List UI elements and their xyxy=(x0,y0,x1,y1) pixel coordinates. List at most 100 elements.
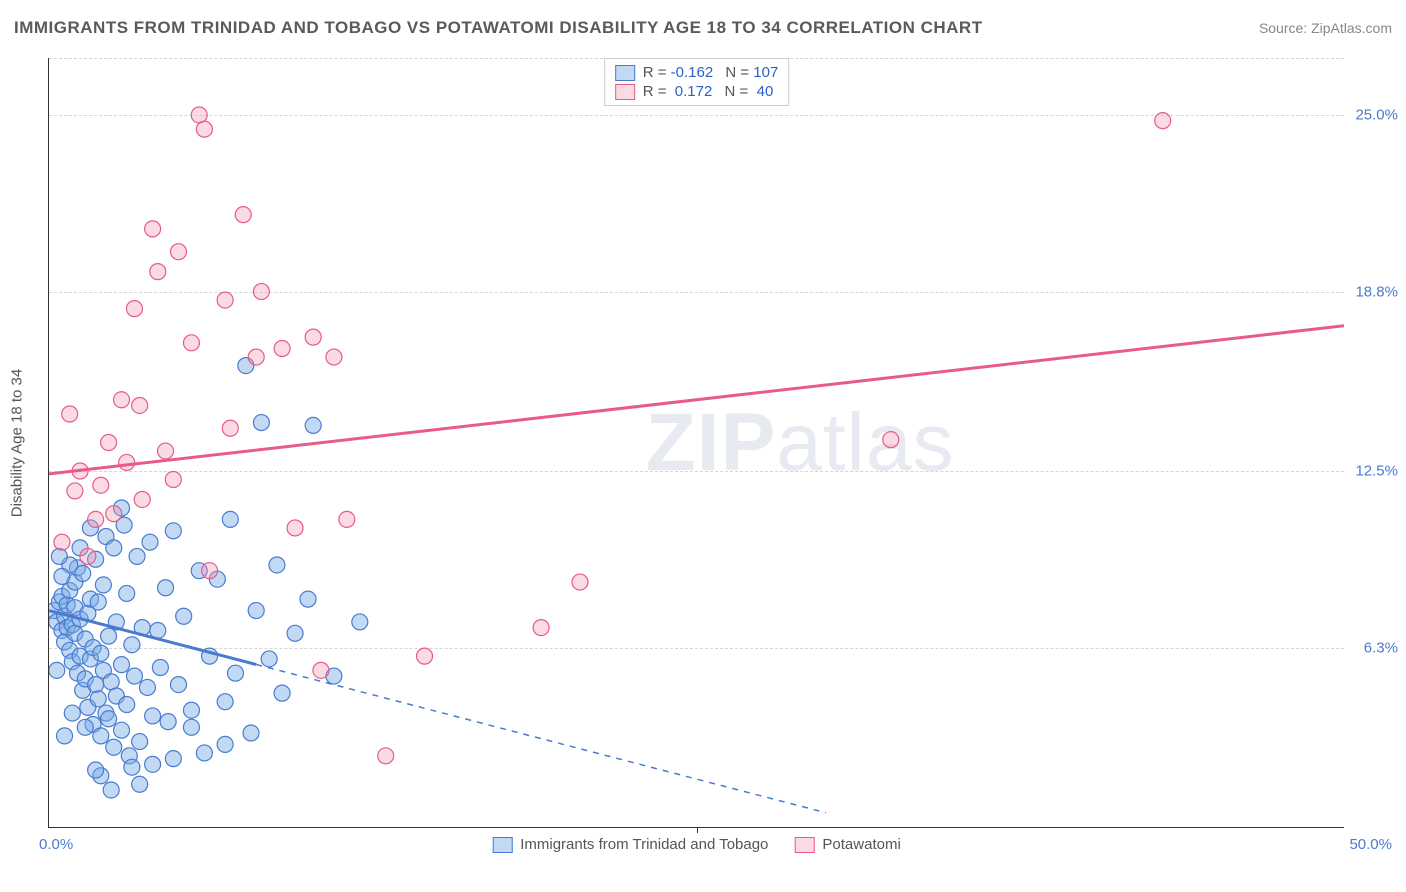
scatter-point xyxy=(339,511,355,527)
scatter-point xyxy=(235,207,251,223)
scatter-point xyxy=(222,511,238,527)
scatter-point xyxy=(326,349,342,365)
scatter-point xyxy=(191,107,207,123)
scatter-point xyxy=(300,591,316,607)
trend-line-solid xyxy=(49,326,1344,474)
scatter-point xyxy=(124,759,140,775)
scatter-point xyxy=(287,625,303,641)
scatter-point xyxy=(106,540,122,556)
source-label: Source: ZipAtlas.com xyxy=(1259,20,1392,36)
scatter-point xyxy=(49,662,65,678)
y-tick-label: 25.0% xyxy=(1355,106,1398,123)
scatter-point xyxy=(152,660,168,676)
scatter-point xyxy=(103,674,119,690)
y-tick-label: 18.8% xyxy=(1355,283,1398,300)
scatter-point xyxy=(313,662,329,678)
scatter-point xyxy=(1155,113,1171,129)
legend-stats-row-1: R = 0.172 N = 40 xyxy=(615,82,779,101)
scatter-point xyxy=(57,728,73,744)
scatter-point xyxy=(533,620,549,636)
scatter-point xyxy=(93,728,109,744)
scatter-point xyxy=(150,264,166,280)
scatter-point xyxy=(95,577,111,593)
scatter-point xyxy=(248,349,264,365)
scatter-point xyxy=(176,608,192,624)
scatter-point xyxy=(222,420,238,436)
scatter-point xyxy=(572,574,588,590)
scatter-point xyxy=(160,714,176,730)
scatter-point xyxy=(101,435,117,451)
scatter-point xyxy=(253,415,269,431)
scatter-point xyxy=(183,719,199,735)
scatter-point xyxy=(165,472,181,488)
scatter-point xyxy=(101,628,117,644)
scatter-point xyxy=(93,477,109,493)
scatter-point xyxy=(305,417,321,433)
scatter-point xyxy=(119,697,135,713)
legend-swatch-0 xyxy=(615,65,635,81)
scatter-point xyxy=(248,603,264,619)
scatter-point xyxy=(145,756,161,772)
scatter-point xyxy=(417,648,433,664)
scatter-point xyxy=(171,244,187,260)
legend-series-item-0: Immigrants from Trinidad and Tobago xyxy=(492,836,768,853)
scatter-point xyxy=(101,711,117,727)
legend-r-value-1: 0.172 xyxy=(675,83,713,100)
scatter-point xyxy=(202,563,218,579)
legend-series-swatch-0 xyxy=(492,837,512,853)
scatter-point xyxy=(132,397,148,413)
plot-svg xyxy=(49,58,1344,827)
scatter-point xyxy=(158,580,174,596)
scatter-point xyxy=(287,520,303,536)
legend-r-label-0: R = -0.162 xyxy=(643,64,713,81)
scatter-point xyxy=(90,691,106,707)
scatter-point xyxy=(142,534,158,550)
scatter-point xyxy=(119,585,135,601)
scatter-point xyxy=(80,548,96,564)
scatter-point xyxy=(132,776,148,792)
legend-series: Immigrants from Trinidad and Tobago Pota… xyxy=(492,836,901,853)
scatter-point xyxy=(114,722,130,738)
legend-swatch-1 xyxy=(615,84,635,100)
scatter-point xyxy=(305,329,321,345)
scatter-point xyxy=(171,677,187,693)
scatter-point xyxy=(126,668,142,684)
scatter-point xyxy=(90,594,106,610)
scatter-point xyxy=(227,665,243,681)
scatter-point xyxy=(158,443,174,459)
scatter-point xyxy=(54,534,70,550)
scatter-point xyxy=(88,677,104,693)
scatter-point xyxy=(54,568,70,584)
scatter-point xyxy=(51,548,67,564)
scatter-point xyxy=(243,725,259,741)
scatter-point xyxy=(129,548,145,564)
scatter-point xyxy=(269,557,285,573)
scatter-point xyxy=(217,694,233,710)
legend-n-label-1: N = 40 xyxy=(720,83,773,100)
scatter-point xyxy=(139,679,155,695)
scatter-point xyxy=(132,734,148,750)
scatter-point xyxy=(378,748,394,764)
scatter-point xyxy=(183,335,199,351)
legend-series-label-0: Immigrants from Trinidad and Tobago xyxy=(520,836,768,853)
legend-stats: R = -0.162 N = 107 R = 0.172 N = 40 xyxy=(604,58,790,106)
scatter-point xyxy=(145,221,161,237)
legend-stats-row-0: R = -0.162 N = 107 xyxy=(615,63,779,82)
scatter-point xyxy=(64,705,80,721)
scatter-point xyxy=(217,736,233,752)
scatter-point xyxy=(114,657,130,673)
scatter-point xyxy=(274,685,290,701)
scatter-point xyxy=(77,719,93,735)
scatter-point xyxy=(114,392,130,408)
x-axis-min-label: 0.0% xyxy=(39,836,73,853)
scatter-point xyxy=(274,341,290,357)
plot-area: Disability Age 18 to 34 ZIPatlas R = -0.… xyxy=(48,58,1344,828)
scatter-point xyxy=(883,432,899,448)
legend-n-label-0: N = 107 xyxy=(721,64,778,81)
x-tick-mark xyxy=(697,827,698,833)
scatter-point xyxy=(134,491,150,507)
legend-series-swatch-1 xyxy=(794,837,814,853)
scatter-point xyxy=(165,523,181,539)
scatter-point xyxy=(93,645,109,661)
scatter-point xyxy=(124,637,140,653)
